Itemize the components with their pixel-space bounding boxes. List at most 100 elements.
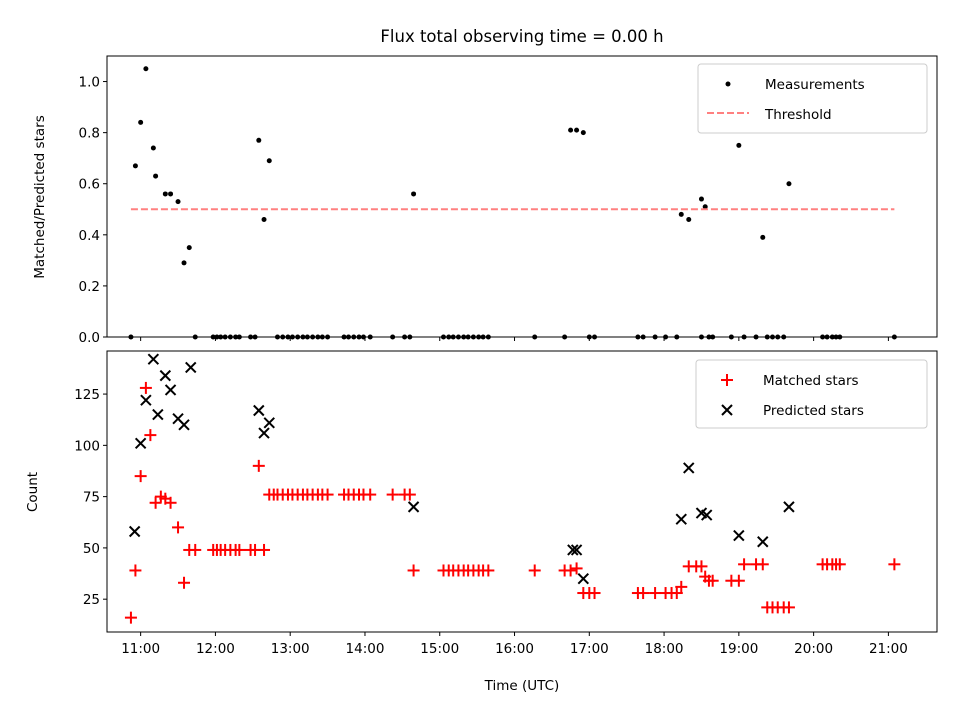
predicted-stars-point [783,501,795,513]
legend-matched-label: Matched stars [763,373,859,389]
predicted-stars-point [733,529,745,542]
x-axis-label: Time (UTC) [484,678,560,694]
matched-stars-point [738,558,751,571]
predicted-stars-point [258,427,270,439]
matched-stars-point [144,429,157,442]
predicted-stars-point [577,572,590,585]
measurements-point [150,145,156,151]
measurements-point [760,234,766,240]
measurements-point [168,191,174,197]
y-tick-label: 0.2 [79,279,100,295]
measurements-point [702,204,708,210]
x-tick-label: 16:00 [495,641,534,657]
predicted-stars-point [683,462,695,474]
predicted-stars-point [570,544,583,556]
measurements-point [786,181,792,187]
legend-predicted-label: Predicted stars [763,403,864,419]
x-tick-label: 15:00 [420,641,459,657]
matched-stars-point [637,587,650,600]
measurements-point [411,191,417,197]
matched-stars-point [164,496,177,509]
predicted-stars-point [164,384,177,396]
matched-stars-point [134,470,147,483]
bottom-axes-frame [106,350,938,633]
predicted-stars-point [407,501,420,513]
x-tick-label: 12:00 [196,641,235,657]
measurements-point [261,216,267,222]
measurements-point [186,245,192,251]
x-tick-label: 18:00 [645,641,684,657]
legend-threshold-label: Threshold [764,107,832,123]
y-tick-label: 1.0 [79,75,100,91]
predicted-stars-point [159,369,172,382]
predicted-stars-point [185,361,197,374]
predicted-stars-point [675,513,687,525]
matched-stars-point [482,564,495,577]
measurements-point [138,119,144,125]
matched-stars-point [172,521,185,534]
predicted-stars-point [253,404,265,417]
predicted-stars-point [134,437,147,450]
top-axis-ticks: 0.0 0.2 0.4 0.6 0.8 1.0 [79,75,889,346]
y-tick-label: 0.0 [79,330,100,346]
x-tick-label: 14:00 [346,641,385,657]
matched-stars-point [706,574,719,587]
bottom-legend-box [695,359,928,429]
matched-stars-point [403,488,416,501]
x-tick-label: 17:00 [570,641,609,657]
measurements-point [181,260,187,266]
measurements-point [256,137,262,143]
y-tick-label: 25 [83,592,100,608]
measurements-point [574,127,580,133]
y-tick-label: 0.8 [79,126,100,142]
legend-predicted-marker [721,404,733,416]
measurements-point [698,196,704,202]
matched-stars-point [364,488,377,501]
matched-stars-point [695,560,708,573]
predicted-stars-point [147,353,160,365]
matched-stars-point [386,488,399,501]
measurements-point [686,216,692,222]
x-tick-label: 11:00 [121,641,160,657]
matched-stars-point [252,459,265,472]
y-tick-label: 100 [74,438,100,454]
y-tick-label: 50 [83,541,100,557]
predicted-stars-point [140,394,152,406]
matched-stars-point [124,611,137,624]
top-legend-box [697,63,928,134]
predicted-stars-point [567,544,579,556]
y-tick-label: 75 [83,490,100,506]
measurements-point [153,173,159,179]
matched-stars-point [570,562,583,575]
matched-stars-point [321,488,334,501]
y-tick-label: 125 [74,387,100,403]
matched-stars-point [670,587,683,600]
matched-stars-point [407,564,420,577]
legend-matched-marker [721,374,733,386]
top-axes-frame [106,55,938,338]
matched-stars-point [564,564,577,577]
matched-stars-point [178,576,191,589]
bottom-plot-marks [124,353,901,624]
measurements-point [266,158,272,164]
predicted-stars-point [178,419,190,431]
measurements-point [580,130,586,136]
legend-measurements-marker [725,81,731,87]
measurements-point [678,211,684,217]
bottom-axis-ticks: 25 50 75 100 125 11:00 12:00 13:00 14:00 15:00 16:… [74,387,908,657]
matched-stars-point [233,543,246,556]
matched-stars-point [782,601,795,614]
bottom-legend: Matched stars Predicted stars [695,359,928,429]
y-tick-label: 0.6 [79,177,100,193]
x-tick-label: 20:00 [794,641,833,657]
measurements-point [162,191,168,197]
legend-measurements-label: Measurements [765,77,865,93]
measurements-point [736,142,742,148]
predicted-stars-point [757,536,769,548]
measurements-point [132,163,138,169]
measurements-point [143,66,149,72]
matched-stars-point [129,564,142,577]
measurements-point [568,127,574,133]
bottom-y-axis-label: Count [25,472,41,512]
